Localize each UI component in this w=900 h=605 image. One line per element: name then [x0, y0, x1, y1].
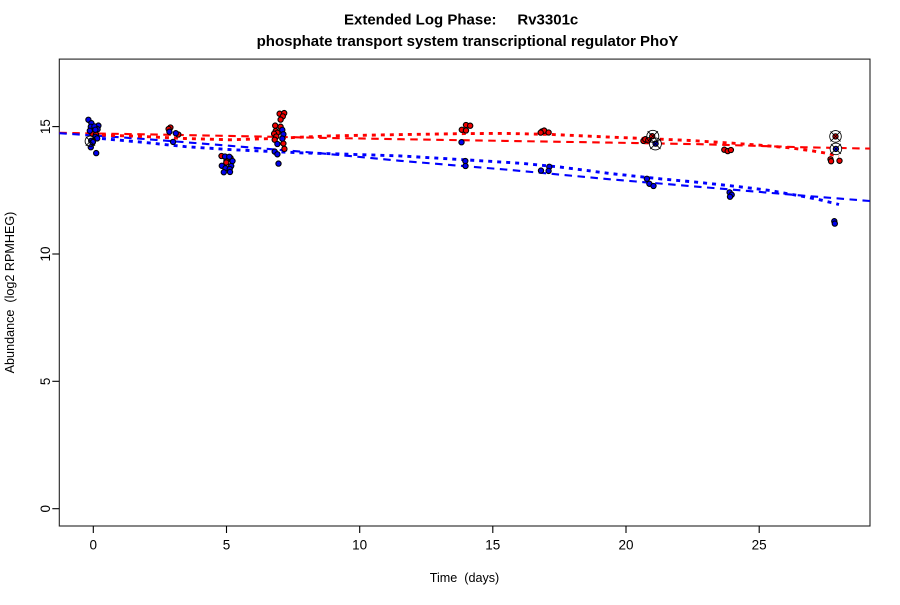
svg-text:20: 20: [618, 538, 633, 553]
svg-text:0: 0: [90, 538, 98, 553]
svg-text:10: 10: [352, 538, 367, 553]
svg-text:10: 10: [38, 246, 53, 261]
svg-text:5: 5: [223, 538, 231, 553]
svg-text:0: 0: [38, 505, 53, 513]
svg-text:25: 25: [752, 538, 767, 553]
svg-text:Abundance (log2 RPMHEG): Abundance (log2 RPMHEG): [3, 212, 17, 374]
svg-text:5: 5: [38, 378, 53, 386]
svg-text:Extended Log Phase: Rv3301: Extended Log Phase: Rv3301c: [344, 12, 578, 29]
svg-text:phosphate transport system tra: phosphate transport system transcription…: [257, 33, 679, 50]
svg-text:Time (days): Time (days): [430, 571, 500, 585]
svg-text:15: 15: [38, 119, 53, 134]
svg-text:15: 15: [485, 538, 500, 553]
